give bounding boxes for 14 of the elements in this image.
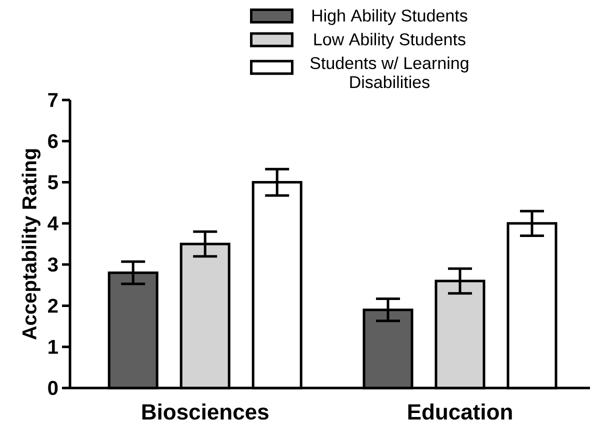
y-tick-label: 0 — [48, 380, 58, 396]
legend-label: Low Ability Students — [314, 32, 466, 49]
x-tick-label: Biosciences — [142, 404, 268, 420]
y-tick-label: 7 — [48, 93, 58, 107]
legend-label: Students w/ Learning Disabilities — [310, 56, 468, 88]
y-tick-label: 1 — [48, 340, 58, 354]
legend-label: High Ability Students — [312, 9, 468, 26]
y-tick-label: 5 — [48, 175, 58, 190]
x-tick-label: Education — [408, 404, 512, 420]
y-tick-label: 4 — [48, 216, 58, 230]
y-tick-label: 2 — [48, 298, 58, 313]
y-axis-title: Acceptability Rating — [22, 149, 40, 340]
y-tick-label: 3 — [48, 257, 58, 272]
y-tick-label: 6 — [48, 134, 58, 148]
